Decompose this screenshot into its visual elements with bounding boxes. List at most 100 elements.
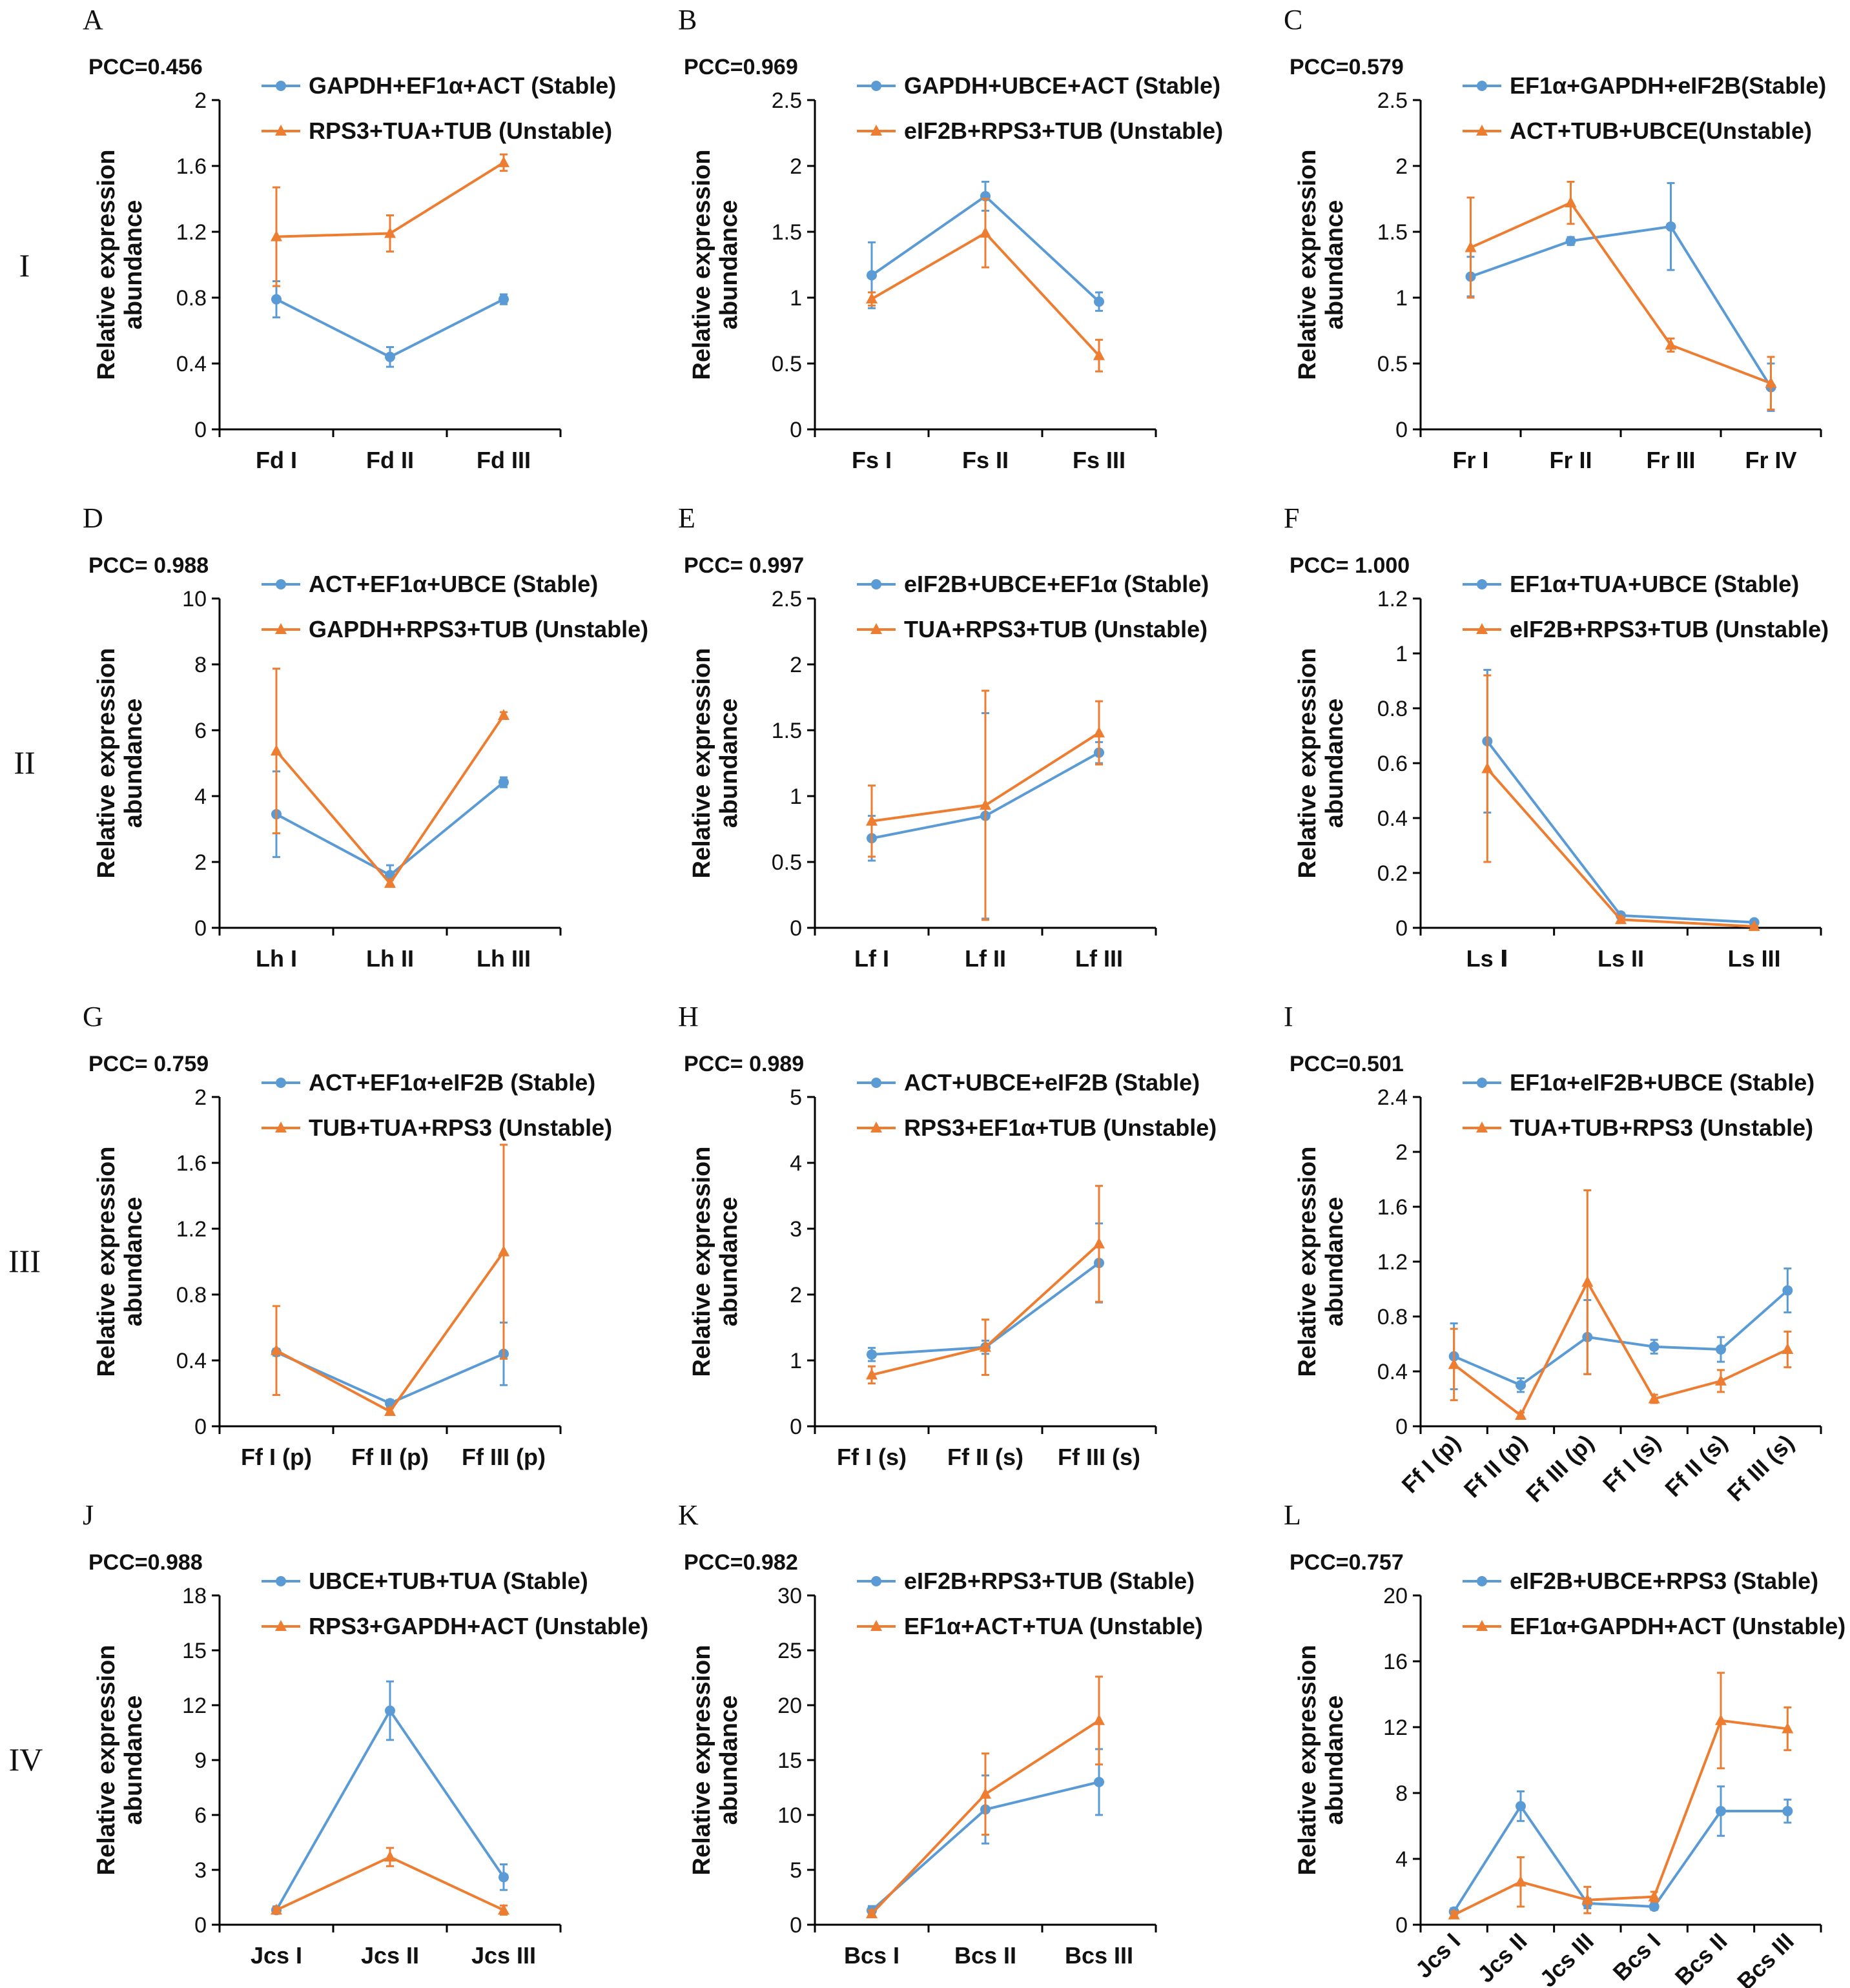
panel-i-point-stable bbox=[1782, 1285, 1793, 1296]
panel-a-xtick-label: Fd II bbox=[366, 447, 414, 473]
panel-a-point-unstable bbox=[271, 230, 282, 241]
panel-i-ytick-label: 0.8 bbox=[1377, 1305, 1408, 1329]
panel-f-ylabel-line: Relative expression bbox=[1294, 648, 1321, 879]
panel-c-series-line-unstable bbox=[1470, 201, 1772, 385]
panel-i-ytick-label: 2 bbox=[1395, 1140, 1408, 1165]
panel-f-ytick-label: 0 bbox=[1395, 916, 1408, 941]
panel-k-ytick-label: 5 bbox=[790, 1858, 802, 1883]
panel-d-letter: D bbox=[83, 502, 103, 534]
panel-c-legend-label-stable: EF1α+GAPDH+eIF2B(Stable) bbox=[1510, 72, 1826, 99]
panel-g-ylabel-line: Relative expression bbox=[93, 1147, 120, 1377]
panel-j-xtick-label: Jcs III bbox=[471, 1942, 536, 1969]
panel-l-ytick-label: 16 bbox=[1383, 1650, 1408, 1674]
panel-b-ytick-label: 0.5 bbox=[772, 352, 802, 376]
panel-h-ytick-label: 1 bbox=[790, 1349, 802, 1373]
panel-c-legend-label-unstable: ACT+TUB+UBCE(Unstable) bbox=[1510, 118, 1812, 144]
panel-l-point-unstable bbox=[1515, 1875, 1526, 1887]
panel-k-legend-marker-stable bbox=[871, 1576, 881, 1586]
panel-h-legend-label-unstable: RPS3+EF1α+TUB (Unstable) bbox=[904, 1114, 1217, 1141]
panel-i-ytick-label: 2.4 bbox=[1377, 1085, 1408, 1110]
panel-h-point-stable bbox=[867, 1349, 877, 1360]
panel-j-point-stable bbox=[385, 1705, 395, 1716]
panel-j-ytick-label: 3 bbox=[194, 1858, 207, 1883]
panel-k-legend-label-stable: eIF2B+RPS3+TUB (Stable) bbox=[904, 1568, 1195, 1594]
panel-j-point-unstable bbox=[498, 1903, 509, 1915]
panel-i-point-stable bbox=[1516, 1380, 1526, 1391]
panel-c-xtick-label: Fr I bbox=[1452, 447, 1488, 473]
panel-l-point-stable bbox=[1516, 1801, 1526, 1812]
panel-b-ytick-label: 2 bbox=[790, 154, 802, 179]
panel-i-ylabel-line: abundance bbox=[1321, 1197, 1348, 1327]
panel-l-point-unstable bbox=[1715, 1714, 1727, 1725]
panel-a-point-unstable bbox=[384, 227, 396, 238]
panel-e-ytick-label: 0 bbox=[790, 916, 802, 941]
panel-d-ytick-label: 2 bbox=[194, 850, 207, 875]
panel-h-letter: H bbox=[678, 1001, 699, 1032]
panel-k-legend-marker-unstable bbox=[870, 1620, 882, 1631]
panel-g-ytick-label: 0.4 bbox=[176, 1349, 207, 1373]
panel-i-legend-marker-unstable bbox=[1476, 1122, 1488, 1132]
panel-e-ytick-label: 0.5 bbox=[772, 850, 802, 875]
panel-d-ytick-label: 10 bbox=[182, 587, 207, 611]
panel-b-ytick-label: 2.5 bbox=[772, 88, 802, 113]
panel-l-xtick-label: Jcs I bbox=[1410, 1928, 1466, 1983]
panel-k-ytick-label: 0 bbox=[790, 1913, 802, 1938]
panel-h-pcc: PCC= 0.989 bbox=[684, 1052, 804, 1076]
panel-c-ytick-label: 0 bbox=[1395, 418, 1408, 442]
panel-k-ytick-label: 20 bbox=[777, 1694, 802, 1718]
panel-j-ytick-label: 12 bbox=[182, 1694, 207, 1718]
panel-b-point-unstable bbox=[866, 292, 878, 304]
panel-e-ytick-label: 2 bbox=[790, 653, 802, 677]
panel-a-point-stable bbox=[271, 294, 282, 305]
panel-d-legend-label-unstable: GAPDH+RPS3+TUB (Unstable) bbox=[309, 616, 648, 642]
panel-i-point-stable bbox=[1649, 1341, 1660, 1352]
panel-h-ytick-label: 3 bbox=[790, 1217, 802, 1242]
panel-l-series-line-stable bbox=[1452, 1805, 1788, 1912]
panel-g-series-line-unstable bbox=[276, 1251, 505, 1413]
panel-k-point-unstable bbox=[1093, 1714, 1105, 1725]
panel-k-xtick-label: Bcs III bbox=[1065, 1942, 1133, 1969]
panel-k-point-unstable bbox=[980, 1787, 991, 1799]
panel-k-ytick-label: 30 bbox=[777, 1584, 802, 1608]
panel-c-ylabel-line: abundance bbox=[1321, 200, 1348, 330]
panel-b-ytick-label: 1.5 bbox=[772, 220, 802, 245]
panel-d-legend-marker-unstable bbox=[275, 623, 287, 634]
panel-l-xtick-label: Bcs II bbox=[1670, 1928, 1732, 1988]
panel-e-point-unstable bbox=[980, 799, 991, 810]
panel-f-ytick-label: 0.8 bbox=[1377, 697, 1408, 721]
panel-h-point-unstable bbox=[1093, 1237, 1105, 1249]
panel-b-ytick-label: 1 bbox=[790, 286, 802, 311]
panel-i-pcc: PCC=0.501 bbox=[1290, 1052, 1404, 1076]
panel-i-xtick-label: Ff III (p) bbox=[1521, 1430, 1599, 1508]
panel-e-legend-label-unstable: TUA+RPS3+TUB (Unstable) bbox=[904, 616, 1208, 642]
panel-a-xtick-label: Fd I bbox=[256, 447, 297, 473]
panel-l-xtick-label: Bcs I bbox=[1607, 1928, 1665, 1986]
panel-a-legend-label-stable: GAPDH+EF1α+ACT (Stable) bbox=[309, 72, 616, 99]
panel-d-pcc: PCC= 0.988 bbox=[88, 553, 209, 578]
panel-k-point-stable bbox=[1094, 1777, 1104, 1787]
panel-j-ytick-label: 18 bbox=[182, 1584, 207, 1608]
panel-l: L PCC=0.757 eIF2B+UBCE+RPS3 (Stable) EF1α+G… bbox=[1284, 1499, 1845, 1988]
panel-i-ytick-label: 1.2 bbox=[1377, 1250, 1408, 1275]
panel-c-point-unstable bbox=[1565, 196, 1577, 208]
panel-l-letter: L bbox=[1284, 1499, 1301, 1531]
panel-c-ytick-label: 2.5 bbox=[1377, 88, 1408, 113]
panel-l-ylabel-line: Relative expression bbox=[1294, 1645, 1321, 1876]
panel-f-point-unstable bbox=[1615, 913, 1627, 925]
panel-f-pcc: PCC= 1.000 bbox=[1290, 553, 1410, 578]
panel-b-legend-marker-unstable bbox=[870, 125, 882, 136]
panel-c-ytick-label: 1.5 bbox=[1377, 220, 1408, 245]
panel-e-ylabel-line: abundance bbox=[715, 699, 743, 828]
panel-g-point-unstable bbox=[498, 1245, 509, 1256]
panel-f-ytick-label: 0.2 bbox=[1377, 861, 1408, 886]
panel-j-ytick-label: 0 bbox=[194, 1913, 207, 1938]
panel-g-xtick-label: Ff I (p) bbox=[241, 1444, 312, 1470]
panel-b-xtick-label: Fs III bbox=[1073, 447, 1125, 473]
panel-i-point-unstable bbox=[1782, 1343, 1794, 1354]
panel-d-ytick-label: 4 bbox=[194, 784, 207, 809]
panel-j-ylabel-line: Relative expression bbox=[93, 1645, 120, 1876]
panel-a-ylabel-line: Relative expression bbox=[93, 150, 120, 380]
panel-a-legend-marker-unstable bbox=[275, 125, 287, 136]
panel-e-letter: E bbox=[678, 502, 695, 534]
panel-g-ytick-label: 0.8 bbox=[176, 1283, 207, 1307]
